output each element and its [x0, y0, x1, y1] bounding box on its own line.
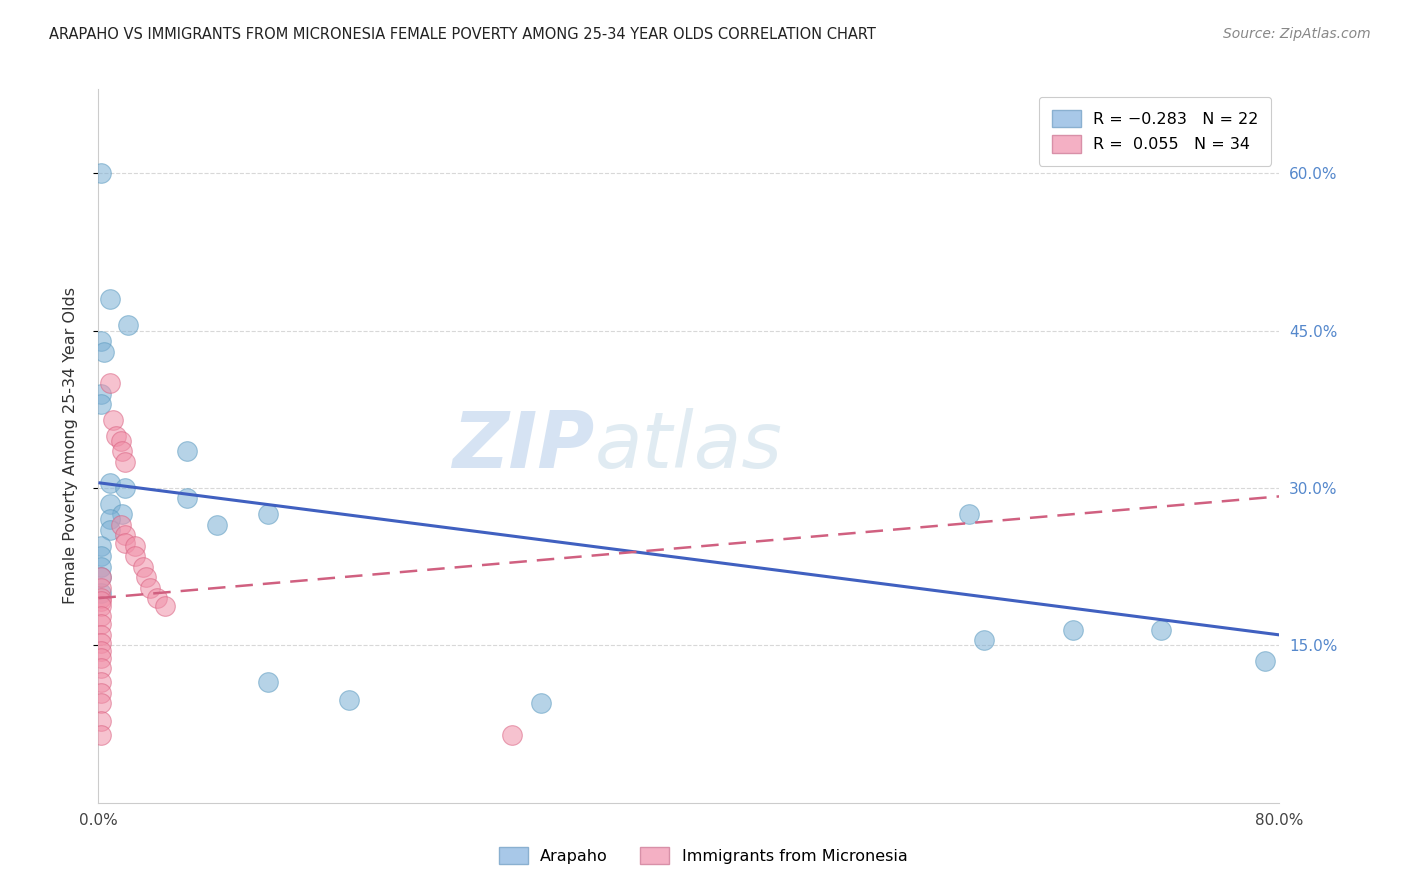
- Y-axis label: Female Poverty Among 25-34 Year Olds: Female Poverty Among 25-34 Year Olds: [63, 287, 77, 605]
- Point: [90, 386, 112, 401]
- Point: [90, 685, 112, 699]
- Point: [93, 344, 115, 359]
- Point: [98, 497, 121, 511]
- Point: [1150, 623, 1173, 637]
- Point: [90, 166, 112, 180]
- Point: [110, 517, 132, 532]
- Point: [98, 292, 121, 306]
- Point: [98, 475, 121, 490]
- Point: [176, 491, 198, 506]
- Point: [90, 661, 112, 675]
- Point: [90, 696, 112, 710]
- Point: [124, 539, 146, 553]
- Point: [135, 570, 157, 584]
- Point: [132, 559, 155, 574]
- Point: [90, 675, 112, 690]
- Legend: R = −0.283   N = 22, R =  0.055   N = 34: R = −0.283 N = 22, R = 0.055 N = 34: [1039, 97, 1271, 166]
- Point: [105, 428, 128, 442]
- Text: ZIP: ZIP: [453, 408, 595, 484]
- Point: [146, 591, 169, 606]
- Point: [973, 633, 995, 648]
- Point: [90, 570, 112, 584]
- Point: [176, 444, 198, 458]
- Legend: Arapaho, Immigrants from Micronesia: Arapaho, Immigrants from Micronesia: [492, 840, 914, 871]
- Point: [114, 455, 136, 469]
- Point: [90, 539, 112, 553]
- Text: ARAPAHO VS IMMIGRANTS FROM MICRONESIA FEMALE POVERTY AMONG 25-34 YEAR OLDS CORRE: ARAPAHO VS IMMIGRANTS FROM MICRONESIA FE…: [49, 27, 876, 42]
- Point: [110, 434, 132, 448]
- Point: [98, 523, 121, 537]
- Point: [98, 512, 121, 526]
- Point: [90, 549, 112, 564]
- Point: [90, 397, 112, 411]
- Text: Source: ZipAtlas.com: Source: ZipAtlas.com: [1223, 27, 1371, 41]
- Point: [90, 594, 112, 608]
- Point: [501, 728, 523, 742]
- Point: [114, 528, 136, 542]
- Point: [98, 376, 121, 390]
- Point: [90, 591, 112, 606]
- Point: [103, 413, 125, 427]
- Point: [257, 507, 280, 521]
- Point: [90, 609, 112, 624]
- Point: [90, 334, 112, 348]
- Point: [90, 628, 112, 642]
- Point: [90, 651, 112, 665]
- Point: [90, 559, 112, 574]
- Point: [114, 481, 136, 495]
- Point: [530, 696, 553, 710]
- Point: [1062, 623, 1084, 637]
- Point: [111, 507, 134, 521]
- Point: [117, 318, 139, 333]
- Point: [153, 599, 176, 613]
- Point: [124, 549, 146, 564]
- Point: [111, 444, 134, 458]
- Point: [139, 581, 162, 595]
- Point: [114, 535, 136, 549]
- Point: [90, 617, 112, 632]
- Text: atlas: atlas: [595, 408, 782, 484]
- Point: [959, 507, 981, 521]
- Point: [257, 675, 280, 690]
- Point: [90, 599, 112, 613]
- Point: [90, 586, 112, 600]
- Point: [90, 636, 112, 650]
- Point: [90, 728, 112, 742]
- Point: [339, 693, 360, 707]
- Point: [1254, 654, 1277, 668]
- Point: [90, 643, 112, 657]
- Point: [90, 714, 112, 728]
- Point: [90, 581, 112, 595]
- Point: [90, 570, 112, 584]
- Point: [205, 517, 228, 532]
